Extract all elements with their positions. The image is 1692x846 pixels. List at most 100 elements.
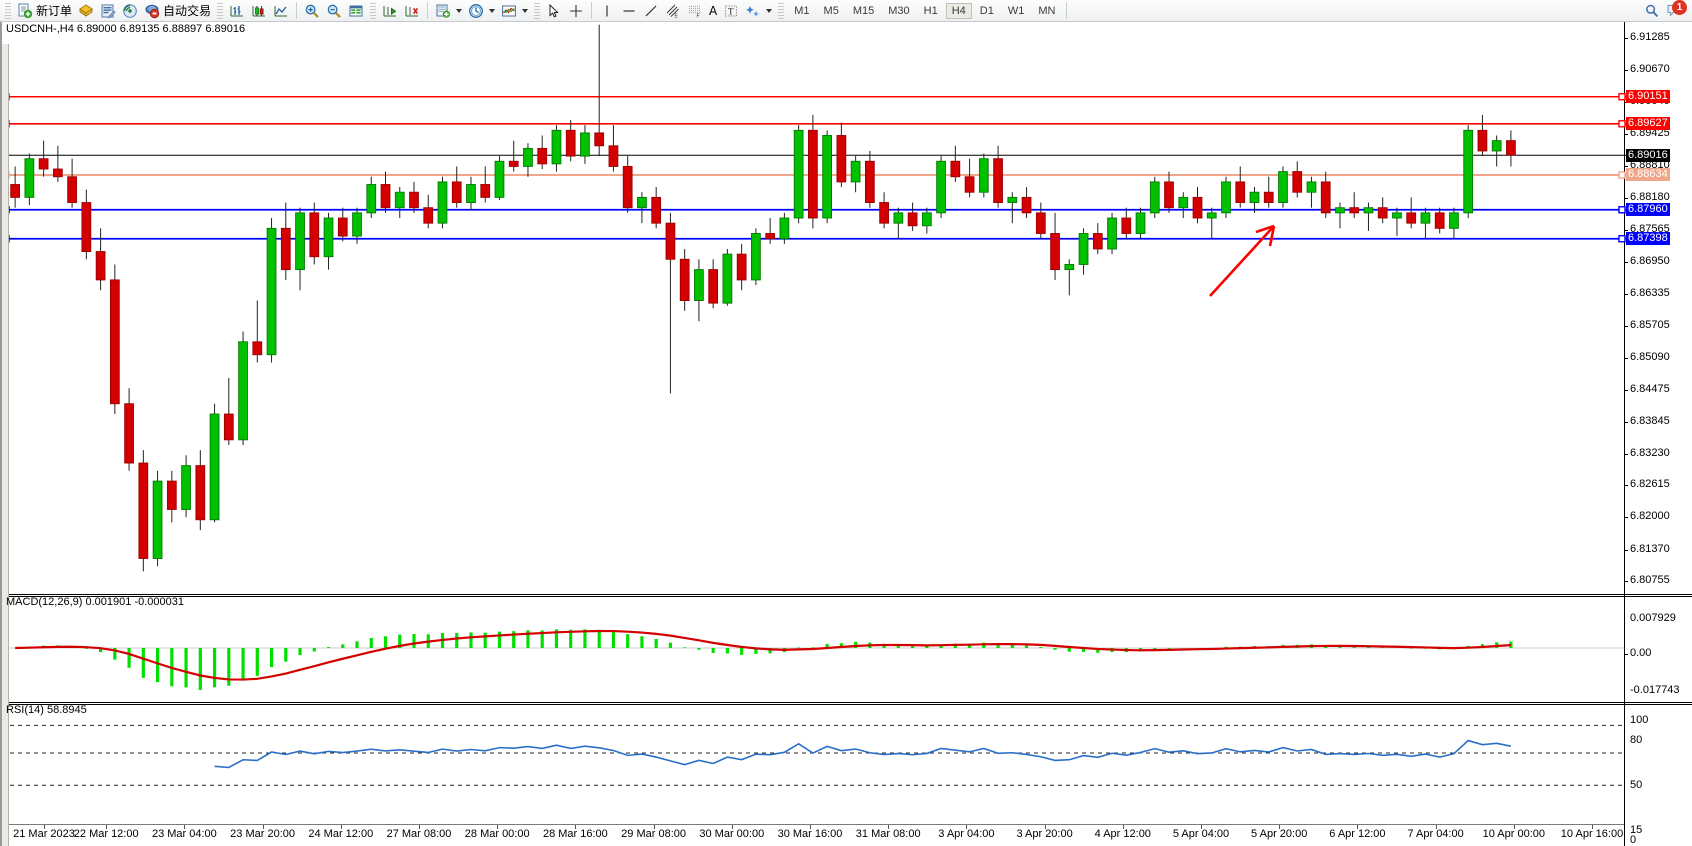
price-axis-tick (1624, 389, 1628, 391)
crosshair-tool[interactable] (565, 1, 587, 21)
search-icon[interactable] (1644, 3, 1660, 19)
price-scale[interactable]: 6.912856.906706.900406.894256.888106.881… (1624, 22, 1692, 846)
label-tool[interactable]: T (720, 1, 742, 21)
price-axis-label: 6.87565 (1630, 223, 1670, 236)
horizontal-line-tool[interactable] (618, 1, 640, 21)
time-axis-tick (888, 825, 890, 829)
data-window-button[interactable] (345, 1, 367, 21)
chevron-down-icon-2[interactable] (489, 8, 496, 13)
fibonacci-tool[interactable]: F (684, 1, 706, 21)
rsi-pane[interactable]: RSI(14) 58.8945 (2, 702, 1626, 824)
vertical-scrollbar[interactable] (2, 44, 9, 846)
auto-scroll-button[interactable] (379, 1, 401, 21)
toolbar-grip[interactable] (5, 2, 11, 19)
expert-advisors-button[interactable] (75, 1, 97, 21)
price-pane[interactable]: USDCNH-,H4 6.89000 6.89135 6.88897 6.890… (2, 22, 1626, 592)
timeframe-m5[interactable]: M5 (823, 4, 839, 17)
indicators-icon (501, 3, 517, 19)
rsi-top-border (2, 704, 1624, 705)
signals-button[interactable] (119, 1, 141, 21)
chevron-down-icon-3[interactable] (522, 8, 529, 13)
timeframe-w1[interactable]: W1 (1007, 4, 1025, 17)
rsi-plot (2, 724, 1626, 786)
toolbar-grip-5[interactable] (778, 2, 785, 19)
shapes-icon (745, 3, 761, 19)
time-axis-label: 23 Mar 04:00 (151, 828, 217, 840)
equidistant-channel-tool[interactable]: E (662, 1, 684, 21)
toolbar-grip-3[interactable] (370, 2, 377, 19)
new-order-button[interactable]: 新订单 (14, 1, 75, 21)
line-chart-button[interactable] (270, 1, 292, 21)
timeframe-m1[interactable]: M1 (794, 4, 810, 17)
resistance-line-2-tag[interactable]: 6.89627 (1626, 117, 1670, 131)
new-order-icon (17, 3, 33, 19)
resistance-line-1-tag[interactable]: 6.90151 (1626, 90, 1670, 104)
chevron-down-icon-4[interactable] (766, 8, 773, 13)
time-axis-label: 10 Apr 00:00 (1482, 828, 1545, 840)
trendline-tool[interactable] (640, 1, 662, 21)
mid-line-tag[interactable]: 6.88634 (1626, 168, 1670, 182)
period-button[interactable] (465, 1, 498, 21)
candlestick-icon (251, 3, 267, 19)
time-axis-label: 28 Mar 00:00 (464, 828, 530, 840)
vertical-line-tool[interactable] (596, 1, 618, 21)
zoom-out-button[interactable] (323, 1, 345, 21)
time-axis-tick (1044, 825, 1046, 829)
time-axis-label: 24 Mar 12:00 (308, 828, 374, 840)
time-axis-label: 30 Mar 00:00 (699, 828, 765, 840)
time-axis-label: 4 Apr 12:00 (1094, 828, 1151, 840)
toolbar-separator (296, 2, 298, 19)
templates-button[interactable] (432, 1, 465, 21)
timeframe-d1[interactable]: D1 (979, 4, 994, 17)
time-axis-label: 6 Apr 12:00 (1329, 828, 1386, 840)
time-axis-label: 23 Mar 20:00 (230, 828, 296, 840)
rsi-axis-label: 15 (1630, 824, 1643, 836)
time-axis[interactable]: 21 Mar 2023 22 Mar 12:00 23 Mar 04:00 23 Ma… (2, 824, 1624, 846)
candlestick-chart-button[interactable] (248, 1, 270, 21)
metaeditor-button[interactable] (97, 1, 119, 21)
time-axis-tick (340, 825, 342, 829)
toolbar-grip-4[interactable] (534, 2, 541, 19)
timeframe-m30[interactable]: M30 (888, 4, 910, 17)
time-axis-label: 30 Mar 16:00 (777, 828, 843, 840)
timeframe-m15[interactable]: M15 (852, 4, 875, 17)
price-axis-label: 6.86950 (1630, 254, 1670, 267)
timeframe-mn[interactable]: MN (1038, 4, 1056, 17)
macd-pane[interactable]: MACD(12,26,9) 0.001901 -0.000031 (2, 594, 1626, 698)
timeframe-h1[interactable]: H1 (923, 4, 938, 17)
current-price-line-tag[interactable]: 6.89016 (1626, 148, 1670, 162)
alerts-balloon-icon[interactable]: 1 (1666, 0, 1687, 20)
cursor-tool[interactable] (543, 1, 565, 21)
macd-plot (2, 629, 1626, 690)
chart-area[interactable]: 6.912856.906706.900406.894256.888106.881… (0, 22, 1692, 846)
price-axis-tick (1624, 165, 1628, 167)
macd-top-border (2, 596, 1624, 597)
chevron-down-icon[interactable] (456, 8, 463, 13)
toolbar-grip-2[interactable] (217, 2, 224, 19)
price-axis-tick (1624, 453, 1628, 455)
timeframe-h4[interactable]: H4 (945, 2, 972, 19)
indicators-button[interactable] (498, 1, 531, 21)
text-tool[interactable]: A (706, 1, 720, 21)
price-axis-label: 6.88180 (1630, 191, 1670, 204)
support-line-1-tag[interactable]: 6.87960 (1626, 203, 1670, 217)
price-axis-tick (1624, 517, 1628, 519)
chart-shift-button[interactable] (401, 1, 423, 21)
time-axis-tick (1201, 825, 1202, 829)
alerts-count: 1 (1672, 0, 1687, 15)
time-axis-label: 5 Apr 20:00 (1251, 828, 1308, 840)
autotrading-button[interactable]: 自动交易 (141, 1, 214, 21)
shapes-tool[interactable] (742, 1, 775, 21)
zoom-in-button[interactable] (301, 1, 323, 21)
time-axis-label: 27 Mar 08:00 (386, 828, 452, 840)
svg-text:F: F (697, 13, 700, 18)
bar-chart-button[interactable] (226, 1, 248, 21)
time-axis-tick (106, 825, 108, 829)
support-line-2-tag[interactable]: 6.87398 (1626, 232, 1670, 246)
macd-axis-label: 0.00 (1630, 647, 1652, 659)
time-axis-tick (262, 825, 264, 829)
plot-column[interactable]: USDCNH-,H4 6.89000 6.89135 6.88897 6.890… (2, 22, 1626, 846)
time-axis-label: 22 Mar 12:00 (73, 828, 139, 840)
template-icon (435, 3, 451, 19)
